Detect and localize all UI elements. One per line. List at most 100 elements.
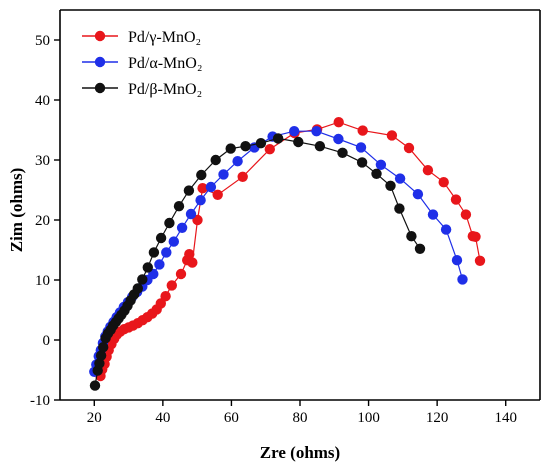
- legend-marker: [94, 30, 106, 42]
- data-point: [333, 133, 344, 145]
- data-point: [142, 262, 153, 273]
- data-point: [161, 247, 172, 258]
- data-point: [460, 209, 472, 220]
- data-point: [333, 117, 344, 128]
- data-point: [272, 133, 284, 144]
- y-tick-label: 20: [35, 213, 50, 229]
- y-tick-label: 50: [35, 33, 50, 49]
- data-point: [175, 268, 187, 280]
- data-point: [406, 231, 417, 242]
- data-point: [197, 183, 208, 194]
- data-point: [237, 171, 248, 182]
- legend: Pd/γ-MnO₂ Pd/α-MnO₂ Pd/β-MnO₂: [82, 29, 202, 98]
- x-tick-label: 120: [426, 410, 449, 426]
- series-line: [94, 137, 421, 386]
- data-point: [89, 380, 101, 391]
- data-point: [148, 247, 160, 258]
- data-point: [195, 195, 206, 206]
- data-point: [355, 142, 367, 153]
- data-point: [155, 232, 167, 244]
- x-axis-title: Zre (ohms): [260, 443, 340, 462]
- data-point: [311, 126, 322, 137]
- series-layer: [89, 117, 486, 391]
- x-tick-label: 20: [87, 410, 102, 426]
- data-point: [225, 143, 236, 154]
- data-point: [210, 154, 221, 166]
- x-tick-label: 40: [155, 410, 170, 426]
- y-axis-title: Zim (ohms): [7, 168, 26, 253]
- legend-marker: [94, 82, 106, 94]
- data-point: [184, 249, 195, 260]
- series-1: [89, 126, 468, 377]
- data-point: [385, 180, 396, 191]
- legend-marker: [94, 56, 106, 68]
- data-point: [218, 169, 229, 180]
- data-point: [232, 156, 243, 167]
- data-point: [422, 165, 434, 176]
- data-point: [264, 144, 275, 155]
- data-point: [212, 189, 223, 200]
- data-point: [427, 209, 439, 220]
- data-point: [132, 283, 143, 294]
- data-point: [166, 280, 177, 291]
- data-point: [457, 274, 468, 285]
- legend-item: Pd/α-MnO₂: [82, 55, 202, 72]
- data-point: [196, 169, 207, 181]
- data-point: [474, 255, 486, 266]
- data-point: [371, 168, 382, 179]
- data-point: [176, 222, 188, 233]
- x-tick-label: 80: [293, 410, 308, 426]
- data-point: [337, 147, 348, 158]
- x-tick-label: 100: [357, 410, 380, 426]
- data-point: [440, 224, 452, 235]
- legend-item: Pd/γ-MnO₂: [82, 29, 201, 46]
- legend-label: Pd/α-MnO₂: [128, 55, 202, 72]
- data-point: [240, 141, 251, 152]
- data-point: [205, 181, 217, 193]
- x-axis-ticks: 20 40 60 80 100 120 140: [87, 400, 517, 426]
- legend-item: Pd/β-MnO₂: [82, 81, 202, 98]
- data-point: [470, 231, 481, 242]
- data-point: [414, 243, 426, 254]
- data-point: [164, 217, 175, 229]
- y-tick-label: -10: [30, 393, 50, 409]
- y-tick-label: 40: [35, 93, 50, 109]
- y-tick-label: 10: [35, 273, 50, 289]
- data-point: [94, 358, 105, 369]
- data-point: [173, 201, 185, 212]
- data-point: [403, 142, 415, 154]
- y-tick-label: 0: [43, 333, 51, 349]
- y-axis-ticks: -10 0 10 20 30 40 50: [30, 33, 60, 409]
- legend-label: Pd/β-MnO₂: [128, 81, 202, 98]
- data-point: [386, 130, 398, 141]
- data-point: [95, 350, 107, 361]
- data-point: [450, 194, 462, 205]
- y-tick-label: 30: [35, 153, 50, 169]
- data-point: [183, 185, 195, 196]
- x-tick-label: 140: [494, 410, 517, 426]
- data-point: [160, 291, 171, 302]
- data-point: [187, 257, 198, 268]
- data-point: [154, 259, 165, 270]
- data-point: [168, 236, 179, 247]
- data-point: [185, 208, 197, 220]
- data-point: [98, 342, 109, 353]
- data-point: [394, 203, 405, 214]
- data-point: [394, 173, 406, 184]
- data-point: [412, 189, 424, 200]
- data-point: [314, 141, 326, 152]
- data-point: [357, 125, 368, 136]
- data-point: [451, 255, 463, 266]
- data-point: [375, 159, 387, 170]
- data-point: [255, 138, 267, 149]
- legend-label: Pd/γ-MnO₂: [128, 29, 201, 46]
- x-tick-label: 60: [224, 410, 239, 426]
- series-2: [89, 133, 426, 391]
- data-point: [293, 136, 304, 148]
- data-point: [289, 126, 300, 137]
- plot-frame: [59, 9, 541, 401]
- data-point: [356, 157, 368, 168]
- data-point: [438, 177, 449, 188]
- data-point: [137, 274, 148, 285]
